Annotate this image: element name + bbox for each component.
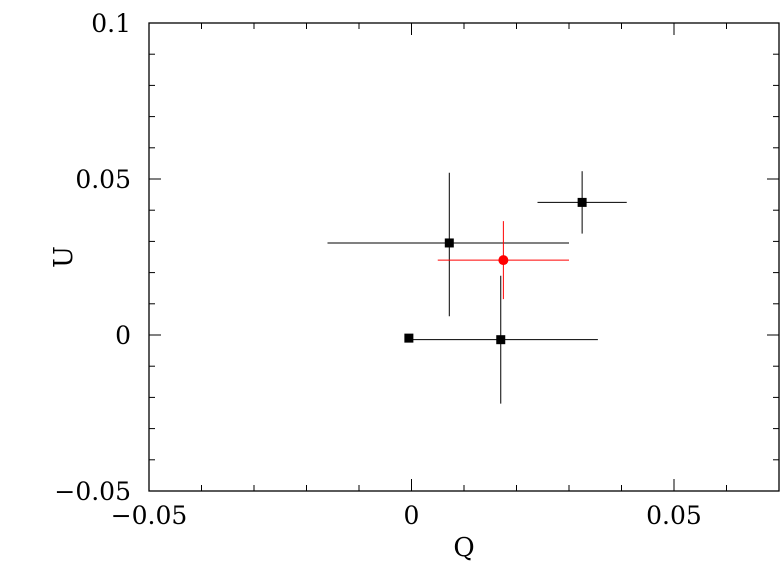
data-point-square <box>496 335 506 345</box>
data-point-circle <box>498 255 509 266</box>
y-tick-label: 0 <box>115 321 131 350</box>
data-point-square <box>577 197 587 207</box>
x-axis-title: Q <box>453 533 474 563</box>
y-tick-label: 0.1 <box>91 9 131 38</box>
y-tick-label: 0.05 <box>75 165 131 194</box>
axis-ticks <box>148 22 780 492</box>
plot-frame <box>148 22 780 492</box>
x-tick-label: −0.05 <box>111 501 188 530</box>
tick-labels: −0.05 0 0.05 −0.05 0 0.05 0.1 <box>54 9 701 530</box>
data-markers <box>404 197 587 345</box>
x-tick-label: 0 <box>404 501 420 530</box>
x-tick-label: 0.05 <box>646 501 702 530</box>
data-point-square <box>444 238 454 248</box>
y-axis-title: U <box>49 246 79 268</box>
data-point-square <box>404 333 414 343</box>
y-tick-label: −0.05 <box>54 477 131 506</box>
